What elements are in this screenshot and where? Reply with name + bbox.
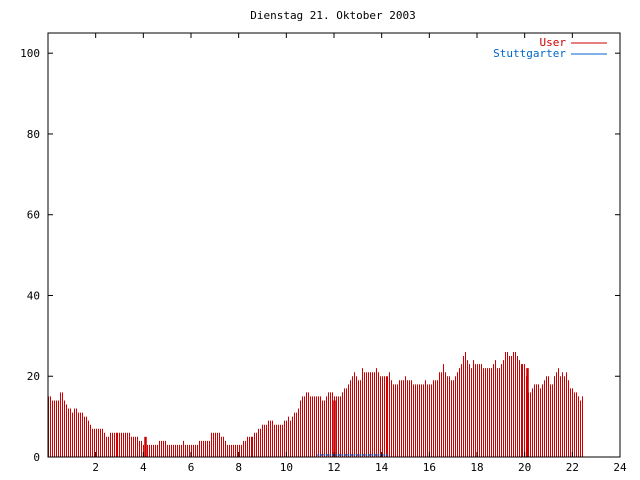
series-overlay — [144, 368, 529, 457]
y-tick-label: 100 — [20, 47, 40, 60]
x-tick-label: 2 — [92, 461, 99, 474]
x-tick-label: 8 — [235, 461, 242, 474]
y-tick-label: 40 — [27, 289, 40, 302]
y-tick-label: 0 — [33, 451, 40, 464]
x-tick-label: 24 — [613, 461, 627, 474]
legend-label-stuttgarter: Stuttgarter — [493, 47, 566, 60]
x-tick-label: 20 — [518, 461, 531, 474]
x-tick-label: 6 — [188, 461, 195, 474]
x-axis: 2 4 6 8 10 12 14 16 18 20 22 24 — [92, 33, 627, 474]
y-axis: 0 20 40 60 80 100 — [20, 47, 620, 464]
x-tick-label: 18 — [470, 461, 483, 474]
chart-title: Dienstag 21. Oktober 2003 — [250, 9, 416, 22]
y-tick-label: 60 — [27, 209, 40, 222]
bars-layer — [48, 352, 583, 457]
y-tick-label: 20 — [27, 370, 40, 383]
x-tick-label: 22 — [566, 461, 579, 474]
x-tick-label: 16 — [423, 461, 436, 474]
legend: User Stuttgarter — [493, 36, 607, 60]
x-tick-label: 4 — [140, 461, 147, 474]
x-tick-label: 12 — [327, 461, 340, 474]
y-tick-label: 80 — [27, 128, 40, 141]
x-tick-label: 14 — [375, 461, 389, 474]
x-tick-label: 10 — [280, 461, 293, 474]
legend-label-user: User — [540, 36, 567, 49]
